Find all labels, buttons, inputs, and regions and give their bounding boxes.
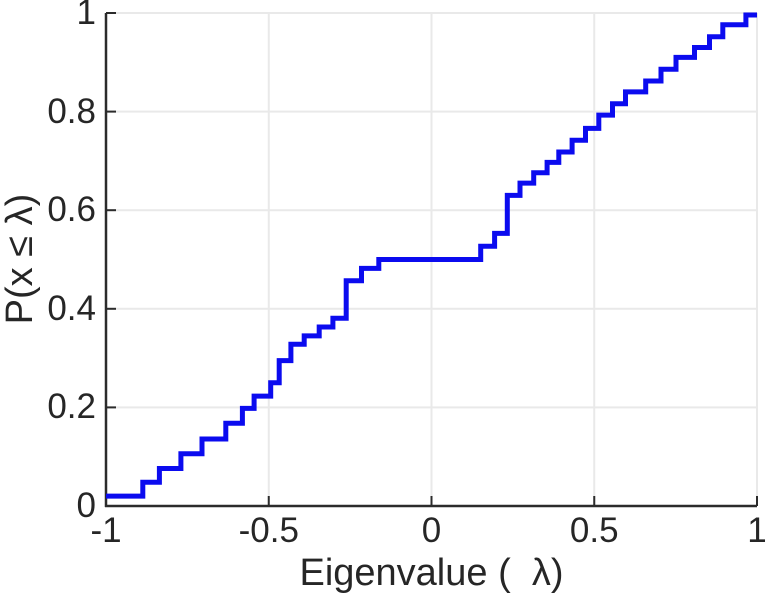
y-tick-label: 0.4 bbox=[47, 288, 96, 328]
x-tick-label: 0.5 bbox=[569, 511, 619, 550]
axis-spines bbox=[104, 13, 757, 508]
x-axis-label: Eigenvalue ( λ) bbox=[299, 552, 564, 594]
y-tick-label: 0.8 bbox=[47, 91, 96, 131]
y-tick-label: 0 bbox=[76, 486, 96, 525]
y-tick-label: 1 bbox=[76, 0, 96, 32]
y-tick-label: 0.2 bbox=[47, 387, 96, 427]
x-tick-label: 1 bbox=[747, 511, 767, 550]
ecdf-step-line bbox=[106, 12, 757, 499]
y-axis-label: P(x ≤ λ) bbox=[0, 193, 41, 325]
x-tick-label: -1 bbox=[90, 511, 122, 550]
x-tick-label: -0.5 bbox=[238, 511, 299, 550]
y-tick-label: 0.6 bbox=[47, 190, 96, 230]
x-tick-label: 0 bbox=[421, 511, 442, 550]
